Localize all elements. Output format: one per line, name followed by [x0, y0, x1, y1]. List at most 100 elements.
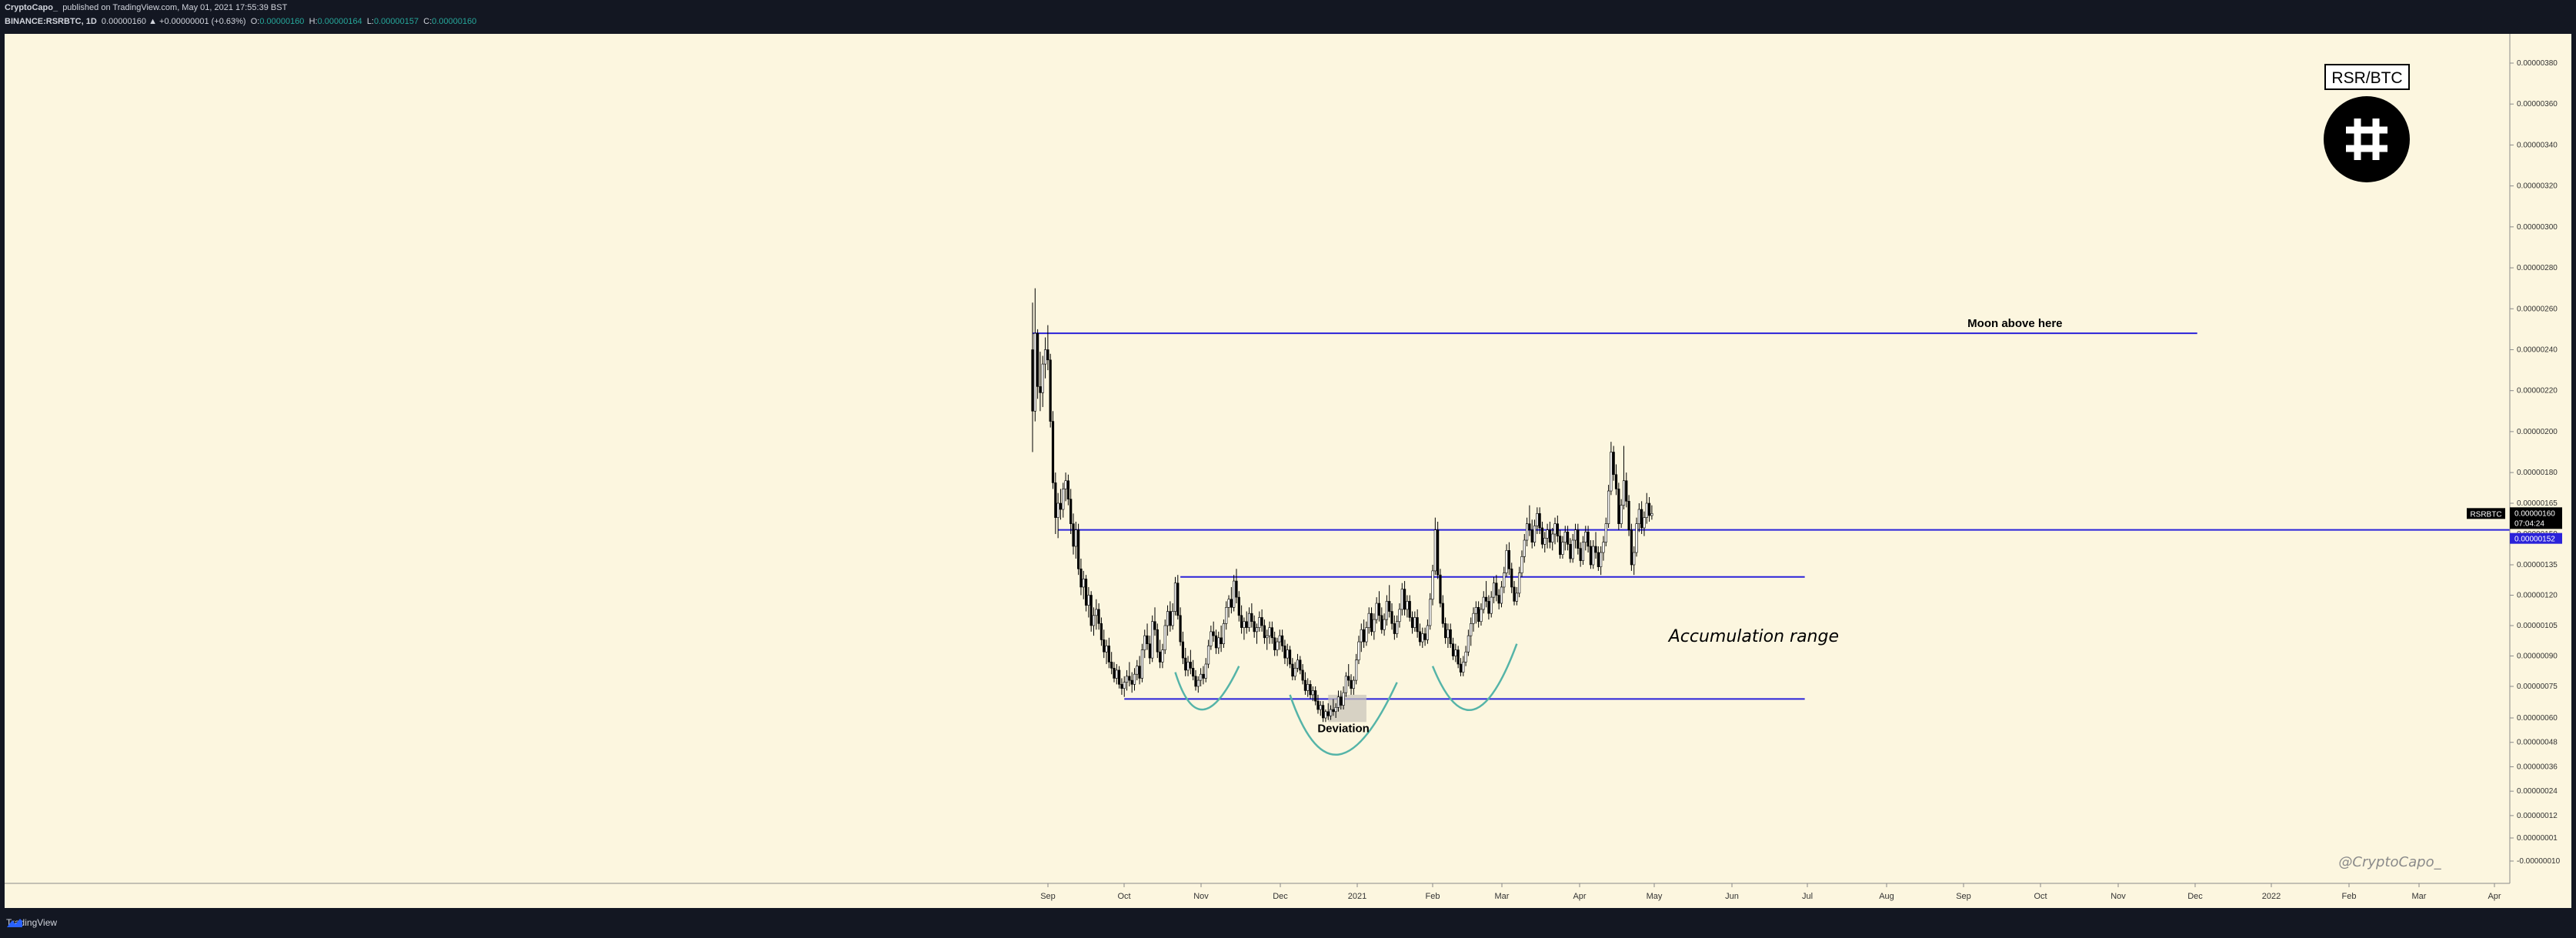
candle-body	[1171, 611, 1174, 626]
candle-body	[1283, 646, 1286, 659]
candle-body	[1587, 532, 1590, 547]
candle-body	[1507, 550, 1511, 569]
symbol-interval[interactable]: BINANCE:RSRBTC, 1D	[5, 17, 97, 26]
chart-area[interactable]: Moon above here Accumulation range Deviat…	[5, 34, 2571, 908]
candle-body	[1533, 526, 1537, 542]
candle-body	[1439, 574, 1442, 604]
candle-body	[1107, 646, 1110, 663]
time-tick-label: 2022	[2262, 892, 2281, 901]
candle-body	[1536, 513, 1539, 526]
candle-body	[1426, 625, 1430, 640]
candle-body	[1510, 568, 1513, 588]
candle-body	[1436, 529, 1440, 576]
high-label: H:	[309, 17, 318, 26]
price-change: 0.00000160 ▲ +0.00000001 (+0.63%)	[101, 17, 246, 26]
countdown: 07:04:24	[2514, 519, 2544, 528]
candle-body	[1370, 613, 1373, 633]
candle-body	[1270, 627, 1273, 639]
price-tick-label: 0.00000340	[2517, 141, 2558, 149]
annotations: Accumulation range Deviation	[1317, 627, 1839, 735]
candle-body	[1457, 649, 1460, 665]
candle-body	[1278, 635, 1281, 643]
time-tick-label: Nov	[2111, 892, 2126, 901]
accumulation-label: Accumulation range	[1667, 627, 1839, 646]
candle-body	[1039, 386, 1042, 393]
close-label: C:	[423, 17, 432, 26]
author-name[interactable]: CryptoCapo_	[5, 3, 58, 12]
price-chart[interactable]: Moon above here Accumulation range Deviat…	[5, 34, 2571, 908]
level-label: Moon above here	[1967, 317, 2062, 330]
candle-body	[1110, 662, 1113, 669]
candle-body	[1245, 621, 1248, 628]
candle-body	[1423, 633, 1426, 640]
candle-body	[1637, 509, 1640, 524]
candle-body	[1159, 651, 1162, 663]
candle-body	[1041, 363, 1044, 393]
candle-body	[1336, 696, 1340, 708]
candle-body	[1515, 593, 1518, 602]
candle-body	[1258, 617, 1261, 628]
candle-body	[1495, 582, 1498, 596]
price-tick-label: 0.00000036	[2517, 763, 2558, 771]
candle-body	[1281, 635, 1284, 646]
candle-body	[1518, 572, 1521, 594]
candle-body	[1204, 663, 1207, 679]
candle-body	[1253, 621, 1256, 633]
candle-body	[1451, 643, 1455, 656]
candle-body	[1600, 552, 1603, 567]
horizontal-levels: Moon above here	[1033, 317, 2510, 700]
candle-body	[1237, 596, 1240, 616]
candle-body	[1293, 667, 1296, 677]
candle-body	[1569, 544, 1572, 559]
candle-body	[1156, 629, 1159, 653]
time-tick-label: Nov	[1193, 892, 1209, 901]
price-tick-label: 0.00000180	[2517, 469, 2558, 477]
candle-body	[1523, 539, 1526, 557]
candle-body	[1179, 615, 1182, 643]
price-tick-label: 0.00000165	[2517, 499, 2558, 508]
candle-body	[1589, 546, 1592, 566]
time-tick-label: Sep	[1040, 892, 1056, 901]
candle-body	[1410, 617, 1414, 628]
candle-body	[1115, 669, 1118, 679]
pattern-curve	[1431, 643, 1518, 712]
tradingview-brand[interactable]: TradingView	[6, 917, 57, 928]
candle-body	[1255, 627, 1259, 633]
candle-body	[1472, 613, 1475, 624]
candle-body	[1375, 603, 1378, 620]
candle-body	[1332, 709, 1335, 713]
candle-body	[1388, 601, 1391, 612]
candle-body	[1202, 673, 1205, 679]
candle-body	[1059, 502, 1063, 510]
candle-body	[1577, 529, 1580, 549]
deviation-highlight	[1328, 694, 1366, 723]
candle-body	[1148, 643, 1151, 659]
candle-body	[1633, 552, 1636, 566]
publish-info: CryptoCapo_ published on TradingView.com…	[5, 3, 287, 12]
candle-body	[1406, 601, 1409, 610]
candle-body	[1128, 676, 1131, 681]
candle-body	[1645, 502, 1648, 518]
price-tick-label: 0.00000012	[2517, 812, 2558, 820]
candle-body	[1584, 532, 1587, 542]
candle-body	[1077, 529, 1080, 569]
price-tick-label: 0.00000360	[2517, 100, 2558, 108]
candle-body	[1163, 625, 1166, 650]
price-tick-label: 0.00000060	[2517, 714, 2558, 723]
candle-body	[1344, 676, 1348, 693]
candle-body	[1169, 611, 1172, 626]
candle-body	[1120, 684, 1123, 689]
candle-body	[1146, 635, 1149, 645]
candle-body	[1380, 615, 1383, 630]
badge-title: RSR/BTC	[2331, 69, 2402, 87]
candle-body	[1084, 579, 1088, 606]
chart-header: CryptoCapo_ published on TradingView.com…	[0, 0, 2576, 34]
candle-body	[1484, 596, 1488, 602]
hash-icon	[2324, 96, 2410, 182]
candle-body	[1276, 641, 1279, 650]
candle-body	[1097, 609, 1100, 624]
candle-body	[1049, 359, 1052, 422]
candle-body	[1130, 679, 1133, 685]
candle-body	[1092, 615, 1096, 626]
candle-body	[1627, 501, 1630, 530]
